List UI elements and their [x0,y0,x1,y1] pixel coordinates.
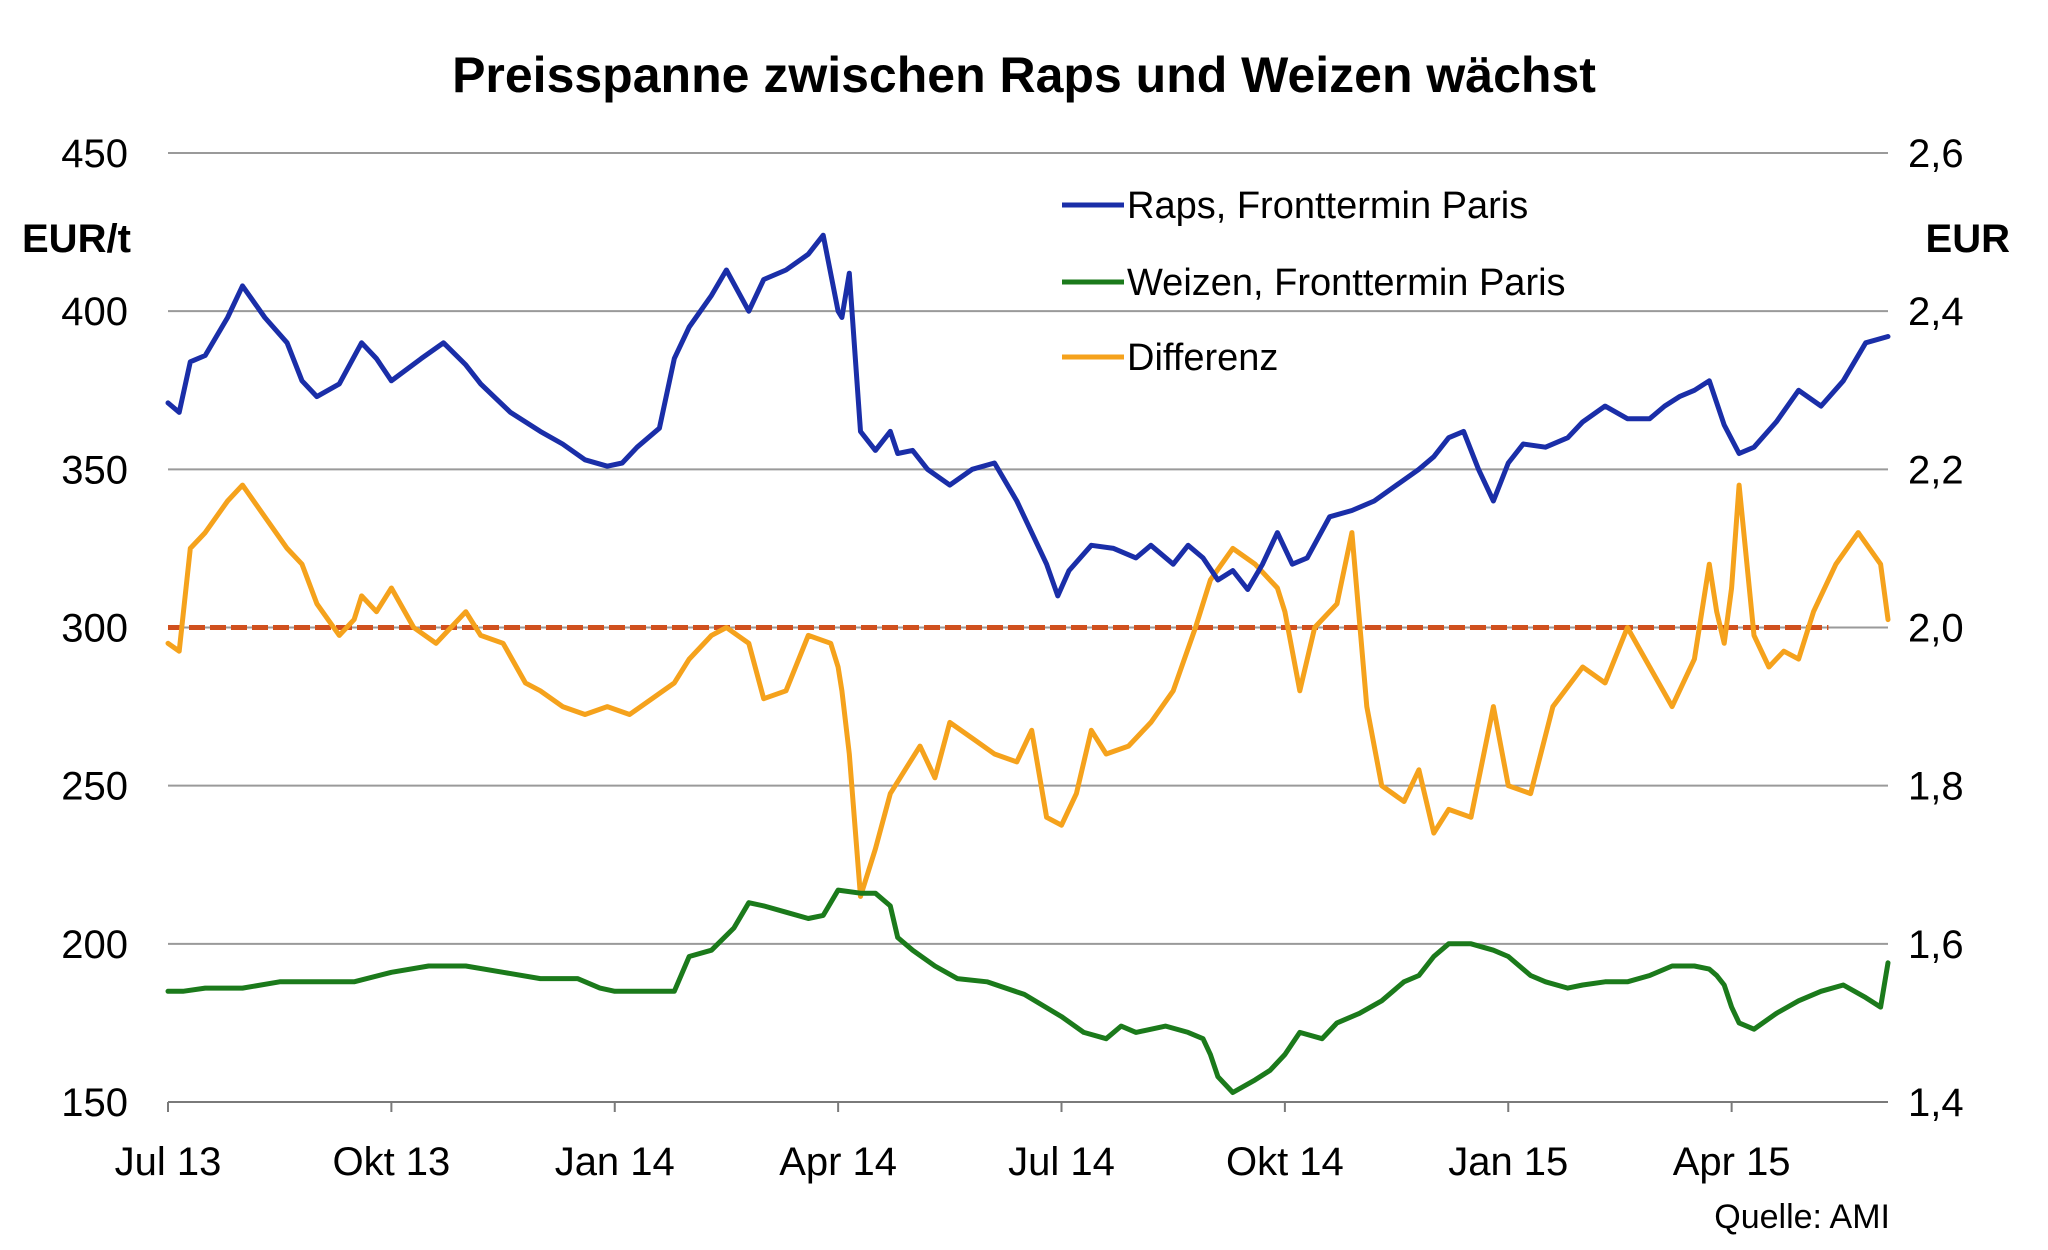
y-tick-label: 200 [61,923,128,967]
legend-label: Weizen, Fronttermin Paris [1127,262,1566,304]
x-tick-label: Okt 13 [332,1140,450,1184]
x-tick-label: Jul 13 [115,1140,222,1184]
chart-title: Preisspanne zwischen Raps und Weizen wäc… [452,47,1596,103]
legend-label: Raps, Fronttermin Paris [1127,185,1528,227]
right-axis-unit: EUR [1926,217,2011,261]
y-tick-label: 250 [61,765,128,809]
y2-tick-label: 1,6 [1908,923,1964,967]
series-line-differenz [165,482,1891,899]
y2-tick-label: 1,8 [1908,765,1964,809]
x-tick-label: Apr 14 [779,1140,897,1184]
y-tick-label: 150 [61,1081,128,1125]
y-tick-label: 350 [61,448,128,492]
x-tick-label: Jan 15 [1448,1140,1568,1184]
series-line-weizen [165,887,1891,1095]
x-tick-label: Okt 14 [1226,1140,1344,1184]
legend-label: Differenz [1127,337,1278,379]
source-note: Quelle: AMI [1714,1198,1890,1236]
y2-tick-label: 2,4 [1908,290,1964,334]
x-tick-label: Jul 14 [1008,1140,1115,1184]
y2-tick-label: 2,0 [1908,607,1964,651]
axes: 450 400 350 300 250 200 150 2,6 2,4 2,2 2,0 1,8 1,6 1… [61,132,1963,1184]
series-layer [165,232,1891,1095]
series-line-raps [165,232,1891,599]
x-tick-label: Apr 15 [1673,1140,1791,1184]
x-tick-label: Jan 14 [555,1140,675,1184]
y2-tick-label: 2,2 [1908,448,1964,492]
y2-tick-label: 2,6 [1908,132,1964,176]
legend: Raps, Fronttermin Paris Weizen, Frontterm… [1062,185,1566,379]
left-axis-unit: EUR/t [22,217,131,261]
y-tick-label: 300 [61,607,128,651]
y-tick-label: 450 [61,132,128,176]
y-tick-label: 400 [61,290,128,334]
y2-tick-label: 1,4 [1908,1081,1964,1125]
